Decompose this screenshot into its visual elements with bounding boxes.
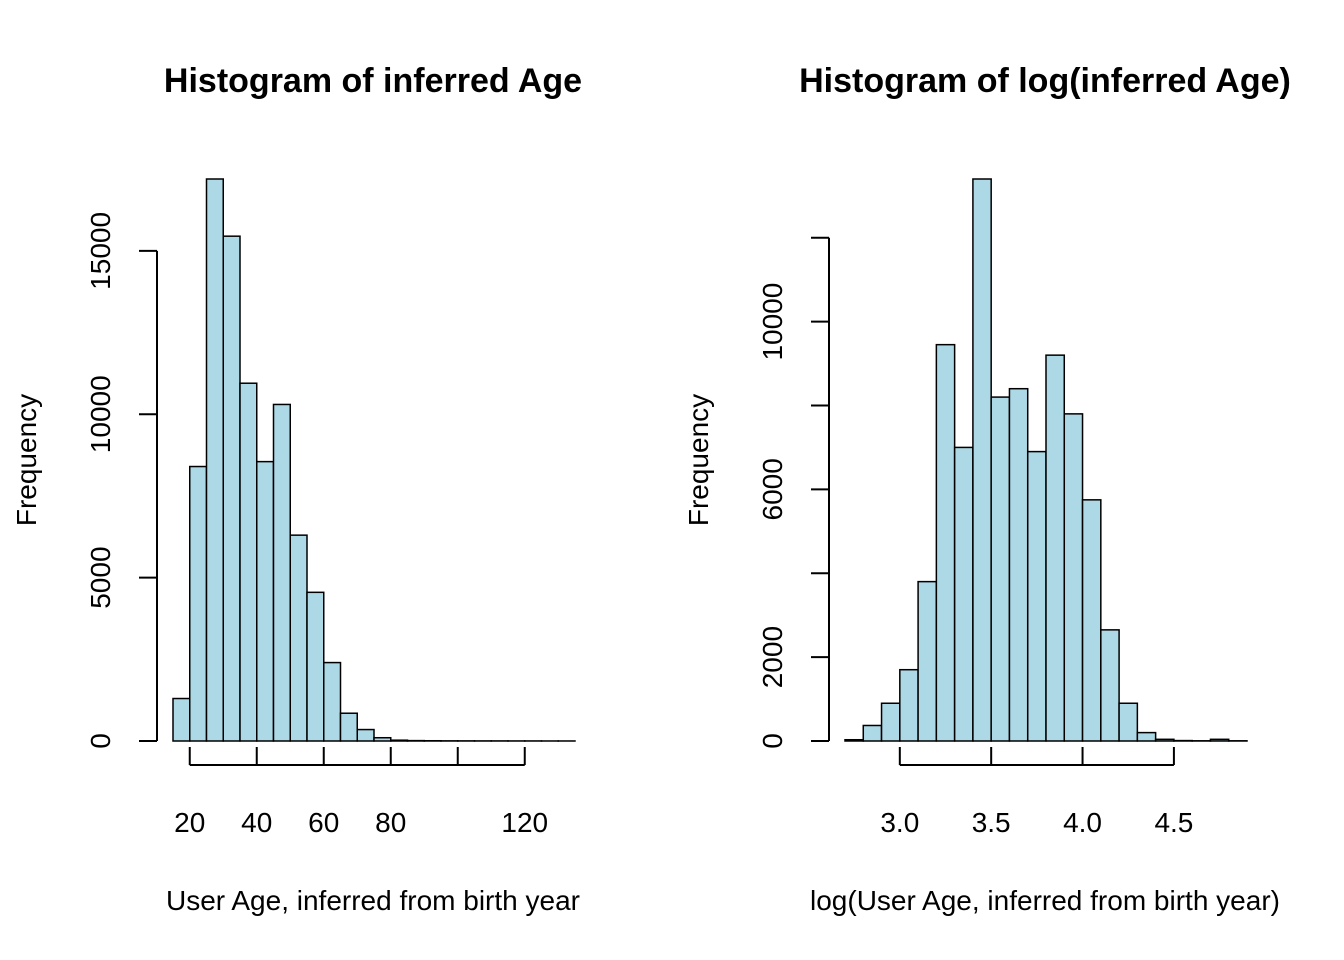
age-y-tick-label: 0	[85, 733, 116, 749]
age-histogram-title: Histogram of inferred Age	[164, 62, 582, 100]
log-age-y-tick-label: 10000	[757, 283, 788, 361]
age-histogram-bar	[239, 382, 258, 742]
log-age-histogram-bar	[1100, 629, 1120, 742]
log-age-y-tick-label: 2000	[757, 626, 788, 688]
age-histogram-bar	[272, 403, 291, 742]
log-age-histogram-bar	[935, 343, 956, 742]
age-histogram-bar	[222, 235, 241, 742]
age-histogram-bars	[172, 178, 576, 742]
log-age-histogram-bar	[844, 738, 865, 742]
log-age-histogram-bar	[1154, 738, 1175, 742]
log-age-x-tick-label: 4.5	[1154, 807, 1193, 838]
log-age-x-tick-label: 3.5	[972, 807, 1011, 838]
log-age-histogram-y-axis: 0 2000 6000 10000	[757, 236, 830, 749]
age-histogram-bar	[339, 712, 358, 742]
age-histogram-bar	[373, 736, 392, 742]
age-x-tick-label: 60	[308, 807, 339, 838]
log-age-histogram-bar	[990, 396, 1011, 742]
log-age-histogram-bar	[972, 178, 992, 742]
age-y-tick-label: 15000	[85, 212, 116, 290]
age-histogram-bar	[172, 697, 191, 742]
age-histogram-ylabel: Frequency	[11, 394, 42, 526]
log-age-histogram-title: Histogram of log(inferred Age)	[799, 62, 1291, 100]
log-age-y-tick-label: 0	[757, 733, 788, 749]
age-histogram-bar	[256, 460, 275, 742]
log-age-y-tick-label: 6000	[757, 458, 788, 520]
log-age-histogram-bar	[899, 668, 919, 742]
age-histogram-bar	[323, 661, 342, 742]
age-x-tick-label: 20	[174, 807, 205, 838]
log-age-histogram-ylabel: Frequency	[683, 394, 714, 526]
age-histogram-bar	[390, 739, 409, 742]
log-age-histogram-bar	[880, 702, 901, 742]
log-age-x-tick-label: 4.0	[1063, 807, 1102, 838]
log-age-histogram-bar	[1063, 413, 1084, 742]
log-age-histogram-bar	[1026, 450, 1047, 742]
age-histogram-panel: Histogram of inferred Age User Age, infe…	[11, 62, 582, 916]
age-x-tick-label: 120	[501, 807, 548, 838]
log-age-histogram-xlabel: log(User Age, inferred from birth year)	[810, 885, 1280, 916]
age-x-tick-label: 40	[241, 807, 272, 838]
age-y-tick-label: 10000	[85, 375, 116, 453]
age-histogram-bar	[289, 534, 308, 742]
age-y-tick-label: 5000	[85, 546, 116, 608]
age-histogram-xlabel: User Age, inferred from birth year	[166, 885, 580, 916]
log-age-histogram-bar	[953, 446, 974, 742]
log-age-histogram-bar	[1081, 499, 1102, 742]
age-histogram-bar	[205, 178, 224, 742]
age-histogram-x-axis: 20 40 60 80 120	[174, 747, 548, 838]
log-age-histogram-panel: Histogram of log(inferred Age) log(User …	[683, 62, 1291, 916]
log-age-histogram-bar	[917, 580, 938, 742]
age-histogram-bar	[306, 591, 325, 742]
log-age-histogram-bar	[1008, 387, 1029, 742]
log-age-x-tick-label: 3.0	[880, 807, 919, 838]
log-age-histogram-bar	[1136, 731, 1157, 742]
age-histogram-bar	[189, 465, 208, 742]
log-age-histogram-x-axis: 3.0 3.5 4.0 4.5	[880, 747, 1193, 838]
age-x-tick-label: 80	[375, 807, 406, 838]
log-age-histogram-bar	[1118, 702, 1139, 742]
log-age-histogram-bars	[844, 178, 1248, 742]
age-histogram-y-axis: 0 5000 10000 15000	[85, 212, 158, 749]
age-histogram-bar	[356, 728, 375, 742]
log-age-histogram-bar	[1045, 354, 1066, 742]
log-age-histogram-bar	[862, 724, 883, 742]
log-age-histogram-bar	[1209, 738, 1230, 742]
